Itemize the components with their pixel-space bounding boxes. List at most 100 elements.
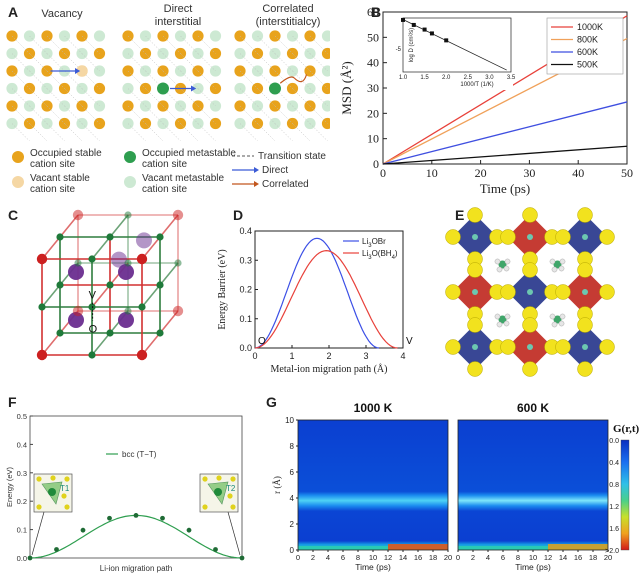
legend-occupied-metastable-marker [124,151,136,163]
lattice-dash [292,88,311,107]
halide-sphere [522,262,538,278]
oxygen-atom [72,209,84,221]
lithium-atom [124,307,132,315]
halide-sphere [599,229,615,245]
lattice-2 [234,30,330,142]
inset-x-tick-label: 2.5 [464,75,473,81]
lithium-atom [88,255,96,263]
legend-occupied-stable-marker [12,151,24,163]
oxygen-atom [172,209,184,221]
oxygen-atom [136,253,148,265]
oxygen-atom [172,305,184,317]
lithium-atom [138,303,146,311]
legend-label-800K: 800K [577,35,598,45]
legend-label: bcc (T−T) [122,450,157,459]
site-label-T1: T1 [60,484,70,493]
lithium-atom [88,303,96,311]
lattice-dash [257,70,276,89]
heatmap-1 [458,420,608,550]
lattice-dash [145,105,164,124]
lattice-dash [274,123,293,142]
legend-label-600K: 600K [577,47,598,57]
lithium-atom [106,329,114,337]
x-tick-label: 4 [486,553,490,562]
inset-point [429,31,434,36]
vacant-metastable-site [321,30,330,42]
legend-occupied-stable-1: Occupied stable [30,148,102,159]
vacant-metastable-site [321,100,330,112]
halide-atom [111,251,127,268]
lattice-dash [81,53,100,72]
lattice-dash [81,105,100,124]
x-axis-label: Time (ps) [515,562,551,572]
center-atom [472,344,478,350]
anion-atom [202,504,208,510]
hydrogen-atom [549,313,556,320]
bond [141,284,161,308]
y-tick-label: 50 [367,30,379,44]
y-tick-label: 0.4 [239,226,252,236]
x-tick-label: 3 [363,351,368,361]
x-tick-label: 6 [341,553,345,562]
series-line-500K [382,145,628,165]
legend-label-Li3O(BH4): Li3O(BH4) [362,249,398,261]
lithium-atom [56,233,64,241]
antiperovskite-unit-cell: VO [36,209,184,361]
panel-g-label: G [266,394,277,410]
lattice-dash [239,53,258,72]
y-tick-label: 0 [373,157,379,171]
lattice-dash [145,123,164,142]
legend-label-500K: 500K [577,60,598,70]
y-tick-label: 6 [290,468,295,477]
lithium-atom [38,303,46,311]
panel-f-label: F [8,394,17,410]
lithium-atom [124,259,132,267]
lattice-dash [29,35,48,54]
correlated-path-arrow [279,76,295,84]
halide-sphere [577,317,593,333]
y-tick-label: 4 [290,494,295,503]
anion-atom [230,504,236,510]
colorbar-tick-label: 0.8 [609,482,619,489]
lattice-dash [162,70,181,89]
x-tick-label: 0 [456,553,460,562]
lattice-dash [46,70,65,89]
lithium-atom [156,329,164,337]
lithium-atom [124,211,132,219]
lattice-dash [127,123,146,142]
heatmap-0 [298,420,448,550]
lattice-dash [197,123,216,142]
lattice-dash [274,70,293,89]
anion-atom [36,476,42,482]
panel-d-label: D [233,207,244,223]
inset-background [401,16,513,90]
halide-atom [118,312,134,328]
x-tick-label: 20 [475,166,487,180]
halide-sphere [445,229,461,245]
halide-sphere [522,361,538,377]
legend-label-1000K: 1000K [577,22,603,32]
halide-sphere [599,284,615,300]
inset-y-tick-label: -5 [396,47,402,53]
halide-sphere [555,339,571,355]
oxygen-atom [36,349,48,361]
lithium-atom [156,281,164,289]
inset-x-label: 1000/T (1/K) [460,82,493,88]
inset-x-tick-label: 1.5 [420,75,429,81]
x-tick-label: 50 [621,166,633,180]
lattice-dash [274,35,293,54]
low-band [458,546,548,550]
x-tick-label: 2 [471,553,475,562]
inset-point [444,38,449,43]
inset-x-tick-label: 2.0 [442,75,451,81]
hydrogen-atom [559,258,566,265]
bond [41,284,61,308]
lattice-dash [180,88,199,107]
y-tick-label: 0.0 [239,343,252,353]
panel-a-label: A [8,4,19,20]
y-tick-label: 0.0 [17,554,27,563]
lattice-dash [257,88,276,107]
title-correlated-2: (interstitialcy) [256,16,321,28]
lattice-dash [81,35,100,54]
